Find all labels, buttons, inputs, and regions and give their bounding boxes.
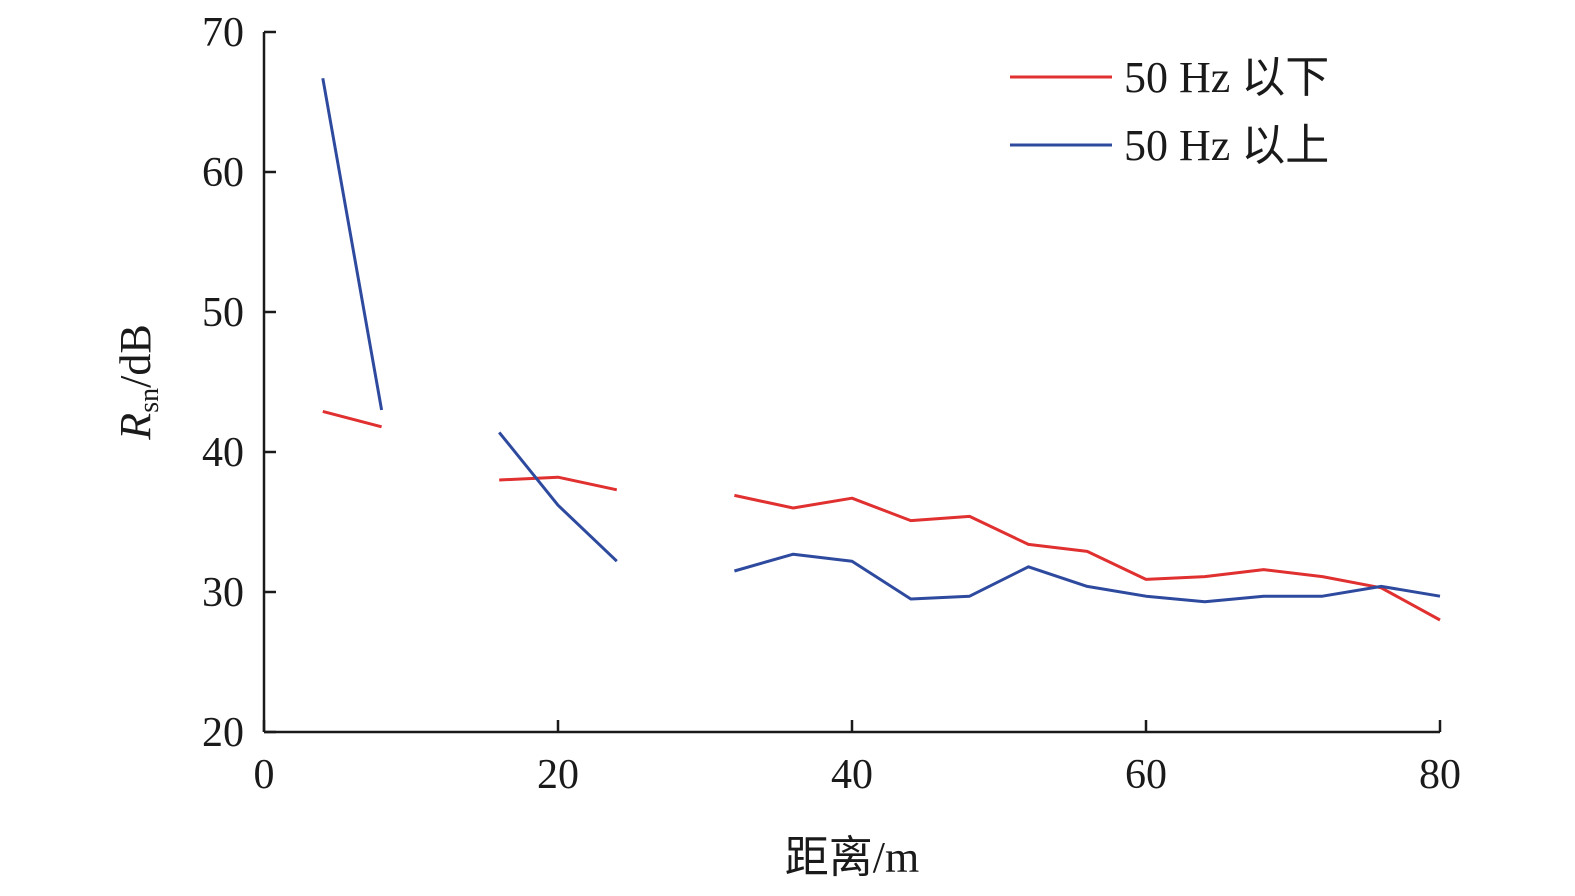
series-layer [321,77,1441,622]
x-axis-label: 距离/m [785,833,919,882]
legend: 50 Hz 以下 50 Hz 以上 [1010,53,1329,170]
legend-label: 50 Hz 以下 [1124,53,1329,102]
y-axis-label-main: R [111,413,160,441]
series-line-segment [733,552,1441,604]
y-tick-label: 40 [202,430,244,476]
y-tick-label: 60 [202,150,244,196]
series-line-segment [734,493,1441,622]
series-line-segment [499,475,618,492]
y-tick-label: 70 [202,10,244,56]
y-axis-label-sub: sn [134,388,165,413]
legend-label: 50 Hz 以上 [1124,121,1329,170]
series-line-segment [322,409,382,429]
series-line-segment [321,77,384,411]
y-axis-label: Rsn/dB [111,324,165,440]
x-tick-label: 20 [537,752,579,798]
y-tick-label: 20 [202,710,244,756]
y-tick-label: 50 [202,290,244,336]
y-tick-label: 30 [202,570,244,616]
series-2 [321,77,1441,604]
series-1 [322,409,1441,622]
series-line-segment [498,431,618,563]
x-tick-label: 60 [1125,752,1167,798]
x-tick-label: 80 [1419,752,1461,798]
x-tick-label: 0 [254,752,275,798]
y-axis-label-rest: /dB [111,324,160,388]
x-tick-label: 40 [831,752,873,798]
